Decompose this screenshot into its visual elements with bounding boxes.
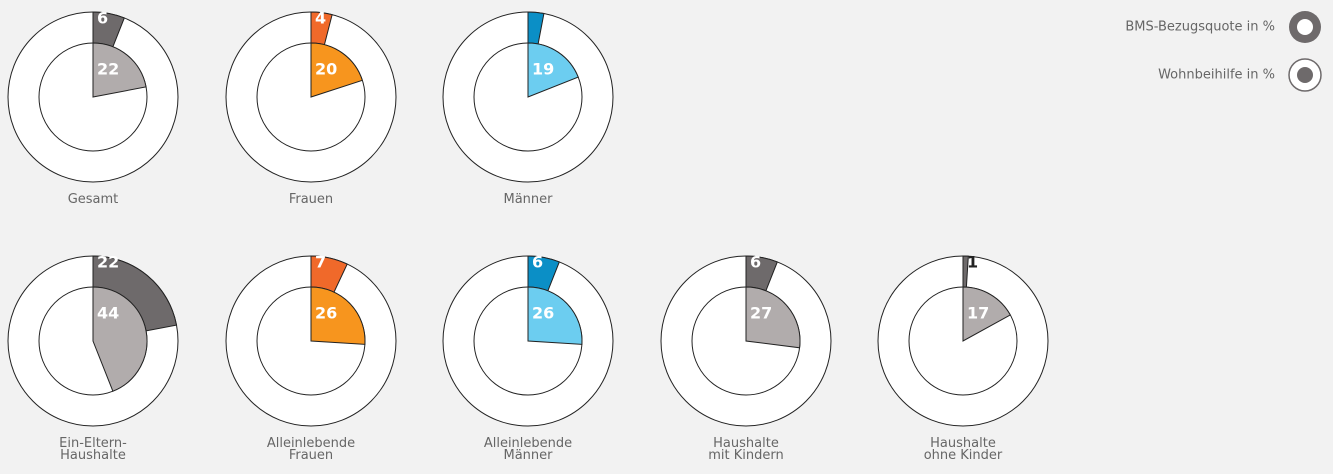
chart-title: Alleinlebende Frauen xyxy=(267,436,355,463)
inner-wedge xyxy=(310,286,366,345)
title-line: mit Kindern xyxy=(708,448,784,463)
inner-wedge xyxy=(527,286,583,345)
inner-wedge xyxy=(527,42,579,98)
title-line: Haushalte xyxy=(713,436,779,451)
value-label: 4 xyxy=(315,9,326,28)
title-line: Haushalte xyxy=(60,448,126,463)
value-label: 44 xyxy=(97,304,119,323)
title-line: Männer xyxy=(503,192,553,207)
value-label: 27 xyxy=(750,304,772,323)
value-label: 19 xyxy=(532,60,554,79)
legend: BMS-Bezugsquote in % Wohnbeihilfe in % xyxy=(1125,11,1322,92)
value-label: 22 xyxy=(97,253,119,272)
inner-wedge xyxy=(310,42,363,98)
title-line: Haushalte xyxy=(930,436,996,451)
value-label: 17 xyxy=(967,304,989,323)
title-line: Frauen xyxy=(289,448,333,463)
title-line: Alleinlebende xyxy=(484,436,572,451)
title-line: Alleinlebende xyxy=(267,436,355,451)
inner-wedge xyxy=(92,286,148,392)
value-label: 6 xyxy=(97,9,108,28)
value-label: 22 xyxy=(97,60,119,79)
legend-icon xyxy=(1297,67,1313,83)
chart-title: Haushalte mit Kindern xyxy=(708,436,784,463)
value-label: 7 xyxy=(315,253,326,272)
chart-title: Alleinlebende Männer xyxy=(484,436,572,463)
value-label: 6 xyxy=(532,253,543,272)
value-label: 1 xyxy=(967,253,978,272)
inner-wedge xyxy=(962,286,1011,342)
title-line: Frauen xyxy=(289,192,333,207)
legend-label: BMS-Bezugsquote in % xyxy=(1125,20,1275,35)
inner-wedge xyxy=(745,286,801,349)
chart-title: Ein-Eltern-Haushalte xyxy=(59,436,127,463)
legend-icon xyxy=(1297,19,1313,35)
chart-title: Frauen xyxy=(289,192,333,207)
value-label: 6 xyxy=(750,253,761,272)
chart-title: Gesamt xyxy=(68,192,119,207)
title-line: Gesamt xyxy=(68,192,119,207)
value-label: 20 xyxy=(315,60,337,79)
inner-wedge xyxy=(92,42,147,98)
title-line: Ein-Eltern- xyxy=(59,436,127,451)
value-label: 26 xyxy=(315,304,337,323)
value-label: 26 xyxy=(532,304,554,323)
chart-title: Männer xyxy=(503,192,553,207)
title-line: ohne Kinder xyxy=(924,448,1003,463)
chart-title: Haushalte ohne Kinder xyxy=(924,436,1003,463)
title-line: Männer xyxy=(503,448,553,463)
legend-label: Wohnbeihilfe in % xyxy=(1158,68,1275,83)
